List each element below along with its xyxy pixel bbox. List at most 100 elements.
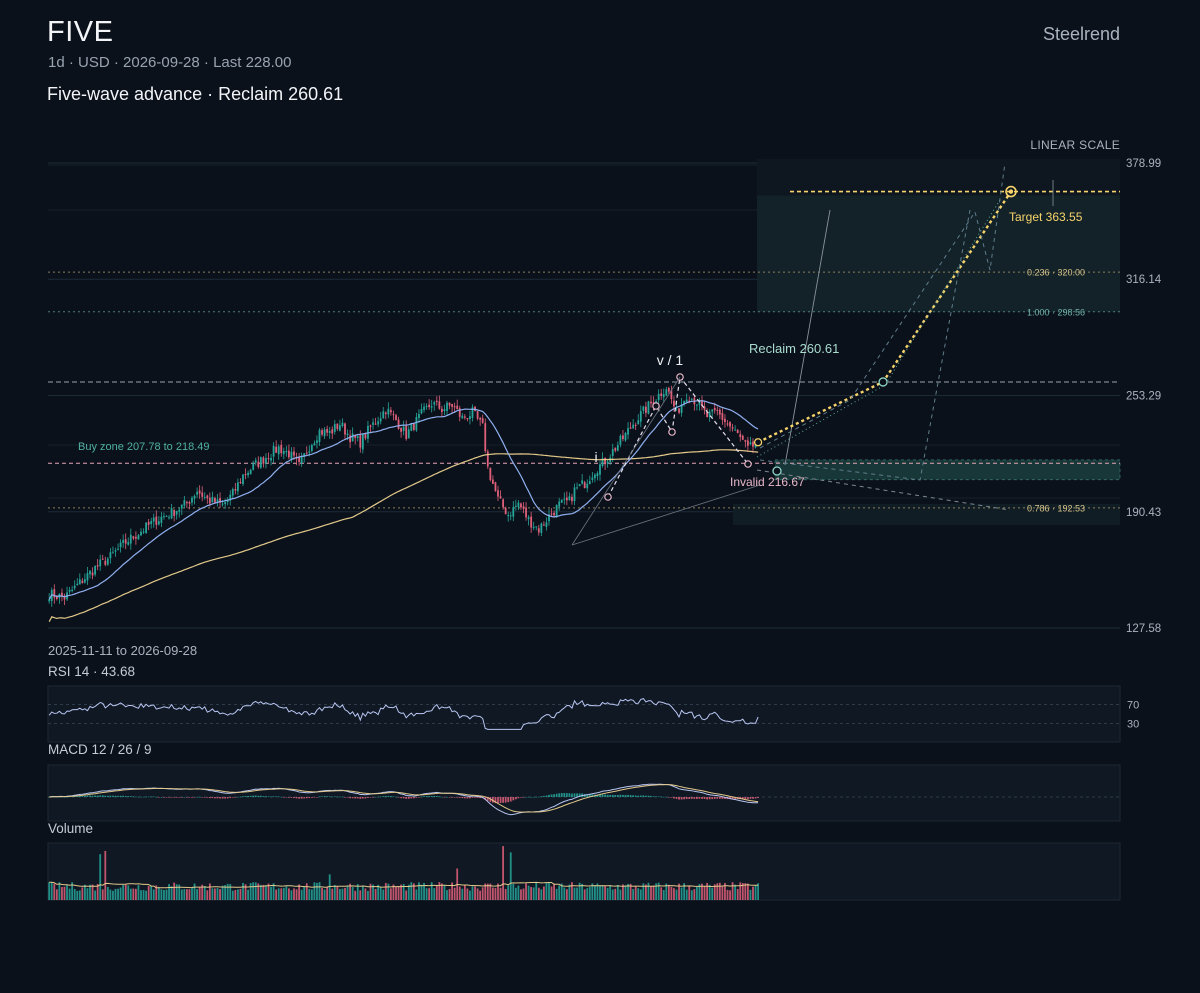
candle-78[interactable]: [247, 470, 249, 478]
candle-128[interactable]: [374, 417, 377, 425]
projection-start-point[interactable]: [753, 438, 763, 447]
candle-66[interactable]: [216, 494, 219, 507]
candle-225[interactable]: [622, 430, 624, 442]
candle-38[interactable]: [145, 522, 147, 534]
candle-27[interactable]: [117, 543, 119, 551]
candle-259[interactable]: [708, 409, 711, 422]
candle-129[interactable]: [377, 416, 380, 428]
candle-145[interactable]: [418, 409, 420, 423]
candle-37[interactable]: [142, 528, 145, 534]
candle-223[interactable]: [616, 441, 619, 452]
candle-236[interactable]: [650, 395, 652, 408]
candle-47[interactable]: [168, 514, 170, 520]
candle-235[interactable]: [647, 400, 650, 415]
candle-162[interactable]: [461, 413, 464, 419]
candle-111[interactable]: [331, 426, 334, 440]
candle-67[interactable]: [219, 492, 221, 508]
wave-point-1[interactable]: [652, 402, 660, 410]
candle-216[interactable]: [599, 460, 601, 481]
candle-130[interactable]: [379, 411, 382, 425]
candle-250[interactable]: [685, 393, 688, 403]
candle-270[interactable]: [736, 429, 739, 434]
candle-42[interactable]: [155, 510, 158, 530]
candle-134[interactable]: [390, 407, 392, 416]
candle-182[interactable]: [512, 501, 515, 522]
candle-92[interactable]: [282, 447, 285, 460]
candle-86[interactable]: [267, 452, 270, 464]
candle-157[interactable]: [448, 402, 451, 410]
candle-35[interactable]: [137, 533, 140, 540]
candle-174[interactable]: [492, 475, 494, 485]
candle-173[interactable]: [489, 467, 492, 482]
candle-154[interactable]: [441, 405, 443, 417]
candle-112[interactable]: [333, 419, 336, 435]
candle-196[interactable]: [548, 508, 550, 526]
candle-98[interactable]: [298, 453, 300, 466]
candle-224[interactable]: [619, 434, 622, 448]
candle-151[interactable]: [433, 400, 436, 411]
candle-89[interactable]: [275, 440, 278, 454]
candle-227[interactable]: [627, 422, 629, 440]
candle-185[interactable]: [520, 502, 522, 511]
candle-247[interactable]: [678, 408, 680, 415]
candle-207[interactable]: [576, 482, 578, 490]
candle-241[interactable]: [662, 388, 665, 402]
candle-147[interactable]: [423, 403, 425, 413]
candle-191[interactable]: [535, 526, 538, 531]
candle-106[interactable]: [318, 427, 321, 446]
candle-172[interactable]: [486, 449, 489, 470]
candle-264[interactable]: [721, 408, 724, 425]
candle-156[interactable]: [446, 400, 448, 416]
candle-175[interactable]: [494, 481, 497, 492]
candle-211[interactable]: [586, 479, 589, 493]
candle-14[interactable]: [84, 573, 86, 584]
candle-114[interactable]: [339, 419, 341, 432]
candle-56[interactable]: [191, 495, 193, 506]
candle-123[interactable]: [361, 433, 364, 454]
candle-190[interactable]: [532, 521, 535, 531]
candle-206[interactable]: [573, 483, 576, 506]
candle-113[interactable]: [336, 423, 339, 431]
candle-143[interactable]: [412, 422, 415, 432]
candle-194[interactable]: [543, 521, 545, 526]
candle-258[interactable]: [706, 408, 708, 418]
candle-215[interactable]: [596, 471, 599, 481]
candle-2[interactable]: [53, 584, 56, 604]
candle-119[interactable]: [351, 427, 354, 442]
candle-44[interactable]: [160, 512, 163, 528]
candle-178[interactable]: [502, 498, 504, 510]
candle-253[interactable]: [693, 394, 696, 411]
candle-230[interactable]: [634, 422, 637, 430]
candle-79[interactable]: [249, 468, 252, 475]
candle-187[interactable]: [525, 502, 527, 521]
candle-63[interactable]: [208, 492, 211, 507]
candle-255[interactable]: [698, 398, 701, 411]
candle-73[interactable]: [234, 482, 237, 495]
candle-11[interactable]: [76, 578, 79, 586]
candle-231[interactable]: [637, 414, 640, 425]
candle-244[interactable]: [670, 385, 673, 404]
candle-179[interactable]: [504, 506, 507, 515]
candle-239[interactable]: [657, 389, 660, 404]
candle-8[interactable]: [68, 587, 71, 595]
candle-168[interactable]: [476, 410, 479, 421]
candle-72[interactable]: [231, 487, 234, 500]
scale-label[interactable]: LINEAR SCALE: [1030, 138, 1120, 152]
candle-13[interactable]: [81, 578, 84, 584]
candle-24[interactable]: [109, 548, 112, 564]
candle-148[interactable]: [425, 403, 428, 410]
candle-52[interactable]: [180, 504, 183, 515]
candle-62[interactable]: [206, 494, 209, 504]
candle-103[interactable]: [310, 443, 313, 453]
candle-127[interactable]: [372, 418, 374, 430]
candle-110[interactable]: [328, 426, 331, 439]
candle-176[interactable]: [497, 485, 499, 501]
candle-266[interactable]: [726, 420, 729, 427]
candle-7[interactable]: [66, 586, 68, 602]
candle-88[interactable]: [272, 442, 275, 463]
candle-141[interactable]: [407, 426, 410, 439]
candle-94[interactable]: [288, 444, 290, 460]
candle-136[interactable]: [395, 413, 397, 421]
candle-20[interactable]: [99, 554, 102, 571]
candle-234[interactable]: [645, 401, 647, 418]
